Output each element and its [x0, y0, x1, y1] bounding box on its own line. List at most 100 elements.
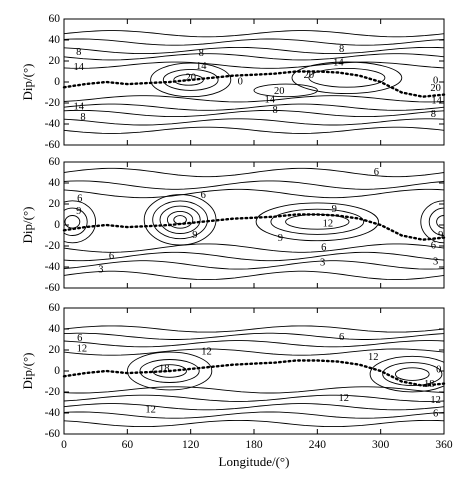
panel-2-y-tick-label: 60: [49, 156, 61, 168]
panel-1-contour-line: [64, 118, 444, 126]
panel-2-contour-line: [64, 180, 444, 190]
panel-2-y-tick-label: 0: [54, 219, 60, 231]
panel-1-contour-label: 8: [199, 48, 204, 59]
panel-2-contour-line: [64, 188, 444, 199]
panel-3-contour-line: [64, 419, 444, 428]
panel-2-frame: [63, 161, 445, 289]
panel-3-contour-label: 0: [436, 364, 441, 375]
panel-3-contour-line: [64, 340, 444, 348]
panel-3-contour-label: 12: [201, 347, 212, 358]
panel-1-y-tick-label: 0: [54, 76, 60, 88]
panel-2-contour-label: 9: [438, 230, 443, 241]
panel-2-contour-label: 6: [109, 251, 114, 262]
panel-2-contour-line: [166, 210, 194, 229]
panel-1-contour-label: 14: [265, 94, 276, 105]
panel-2-contour-label: 3: [98, 265, 103, 276]
panel-3-y-tick-label: 20: [49, 344, 61, 356]
panel-3-contour-label: 12: [368, 352, 379, 363]
panel-1-y-tick-label: 60: [49, 13, 61, 25]
panel-1-contour-line: [64, 109, 444, 118]
panel-2-dip-equator: [62, 213, 446, 241]
panel-3-y-tick-label: 0: [54, 365, 60, 377]
panel-2-contour-label: 12: [323, 218, 334, 229]
panel-2-contour-label: 9: [76, 206, 81, 217]
panel-3-contour-line: [64, 348, 444, 356]
panel-2-contour-line: [64, 270, 444, 281]
panel-3-x-tick-label: 180: [245, 439, 263, 451]
panel-3-y-tick-label: -20: [45, 386, 61, 398]
panel-1-y-tick-label: 20: [49, 55, 61, 67]
panel-2-contour-line: [152, 200, 208, 240]
panel-2-contour-line: [64, 200, 97, 244]
panel-1-contour-line: [64, 46, 444, 55]
panel-1-contour-label: 0: [238, 77, 243, 88]
panel-3-dip-equator: [62, 359, 446, 387]
panel-3-y-tick-label: -40: [45, 407, 61, 419]
panel-2-contour-label: 6: [201, 190, 206, 201]
panel-1-frame: [63, 18, 445, 146]
panel-3-contour-label: 12: [430, 395, 441, 406]
panel-2-y-tick-label: 40: [49, 177, 61, 189]
panel-2-contour-line: [436, 215, 444, 229]
panel-2-tick-labels: 60 40 20 0 -20 -40 -60: [45, 156, 61, 294]
panel-1-contour-line: [64, 103, 444, 111]
panel-3-contours: [64, 325, 444, 428]
panel-1-contour-line: [308, 67, 386, 88]
panel-1-y-tick-label: 40: [49, 34, 61, 46]
panel-3-contour-label: 12: [77, 343, 88, 354]
panel-1-tick-labels: 60 40 20 0 -20 -40 -60: [45, 13, 61, 151]
panel-3-contour-label: 6: [433, 409, 438, 420]
panel-3-contour-line: [139, 359, 200, 383]
panel-3-y-tick-label: 40: [49, 323, 61, 335]
panel-1-contour-label: 20: [185, 72, 196, 83]
panel-3-contour-line: [64, 394, 444, 402]
panel-2-contour-line: [428, 207, 444, 236]
panel-1-contour-line: [162, 68, 219, 91]
panel-3-frame: [63, 307, 445, 435]
panel-3-contour-line: [126, 351, 213, 391]
x-axis-title: Longitude/(°): [219, 454, 290, 469]
panel-1-contour-label: 8: [272, 105, 277, 116]
panel-3-contour-label: 12: [338, 393, 349, 404]
panel-2-contour-line: [64, 207, 88, 236]
panel-1-contour-line: [253, 83, 318, 98]
panel-1-contour-line: [64, 126, 444, 134]
panel-1-contour-label: 8: [431, 109, 436, 120]
panel-1-contour-label: 14: [74, 102, 85, 113]
panel-3-contour-label: 18: [159, 363, 170, 374]
panel-1-contour-label: 0: [433, 75, 438, 86]
panel-3-contour-line: [64, 332, 444, 340]
panel-3-x-tick-label: 60: [122, 439, 134, 451]
panel-1-dip-equator: [62, 70, 446, 98]
panel-2-contour-label: 6: [374, 167, 379, 178]
panel-1-contour-label: 8: [76, 47, 81, 58]
panel-3-contour-line: [64, 411, 444, 419]
panel-3-x-tick-label: 0: [61, 439, 67, 451]
panel-1-ticks: [63, 18, 445, 146]
panel-1-contours: [64, 30, 444, 134]
panel-2-contour-line: [64, 215, 81, 229]
panel-2-contour-line: [64, 243, 444, 253]
panel-2-contour-line: [143, 194, 217, 246]
panel-2-contours: [64, 167, 444, 281]
panel-3-contour-line: [382, 362, 443, 387]
panel-1-y-tick-label: -20: [45, 97, 61, 109]
panel-2-contour-line: [285, 213, 350, 230]
panel-1-y-tick-label: -60: [45, 139, 61, 151]
panel-1-ylabel: Dip/(°): [20, 64, 35, 101]
panel-3-ticks: [63, 307, 445, 435]
panel-3-contour-line: [64, 386, 444, 394]
panel-2-y-tick-label: -20: [45, 240, 61, 252]
panel-2-contour-line: [159, 205, 201, 234]
panel-1-contour-line: [64, 30, 444, 38]
panel-3-contour-line: [64, 325, 444, 333]
panel-3-contour-line: [64, 403, 444, 411]
panel-3-x-tick-label: 240: [309, 439, 327, 451]
